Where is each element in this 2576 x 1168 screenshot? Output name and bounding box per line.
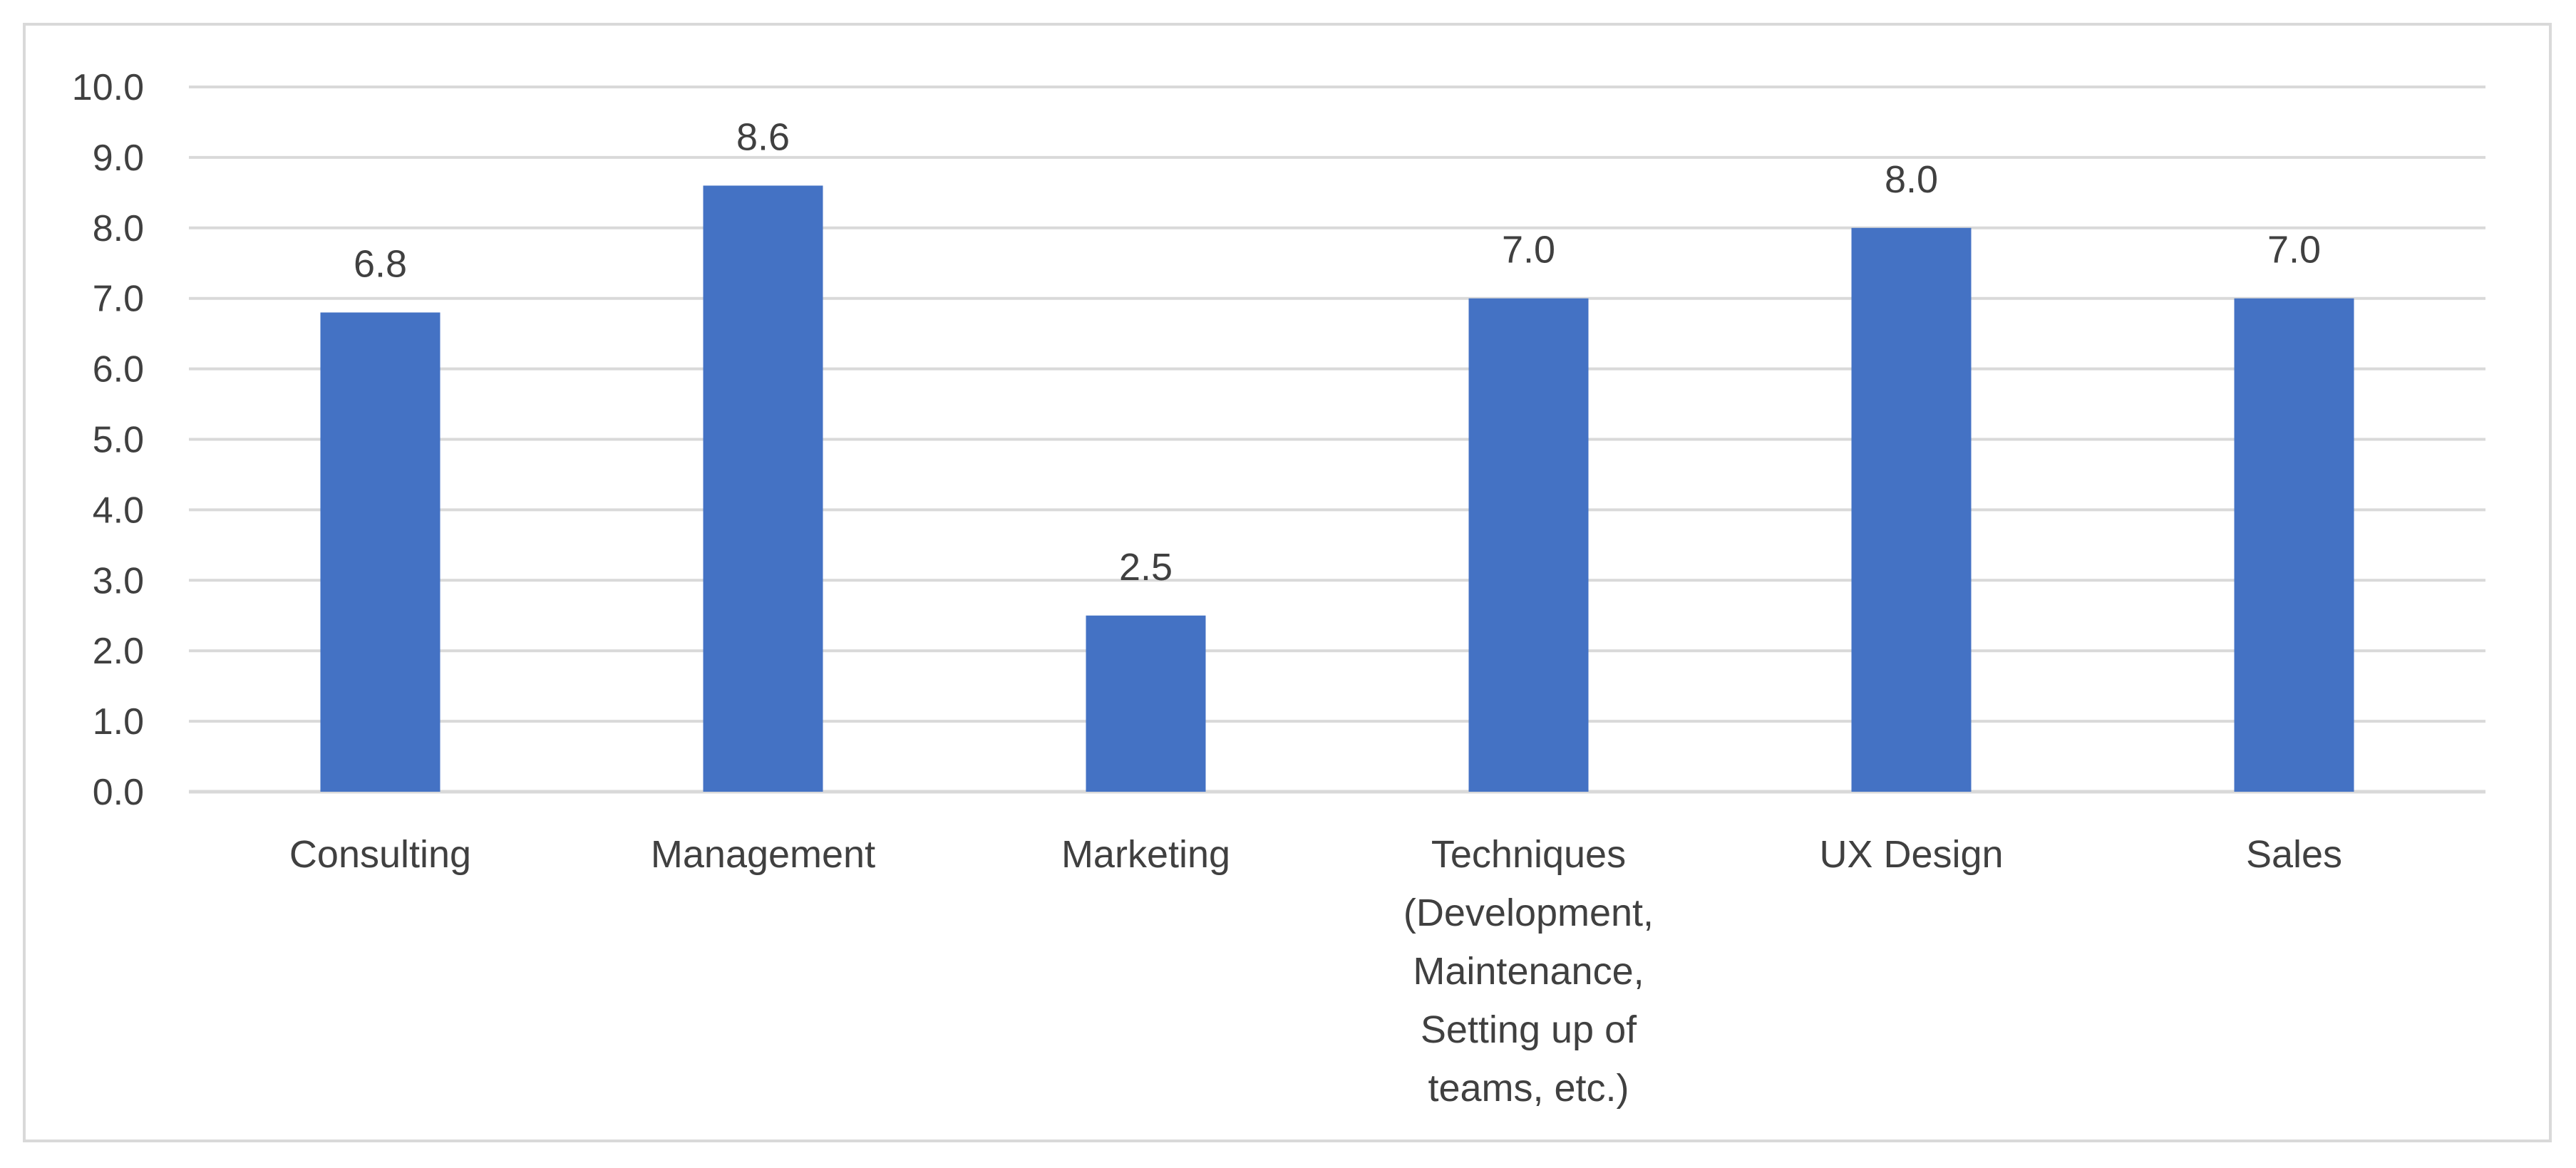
category-label: UX Design <box>1819 833 2003 876</box>
y-tick-label: 5.0 <box>93 420 144 461</box>
category-label-line: teams, etc.) <box>1428 1067 1629 1110</box>
category-label-line: UX Design <box>1819 833 2003 876</box>
data-label: 7.0 <box>2267 229 2321 272</box>
category-label: Techniques (Development, Maintenance, Setti… <box>1403 833 1654 1110</box>
y-axis-ticks: 0.0 1.0 2.0 3.0 4.0 5.0 6.0 7.0 8.0 9.0 10.0 <box>72 67 144 813</box>
category-label-line: Techniques <box>1431 833 1626 876</box>
category-label-line: Marketing <box>1061 833 1230 876</box>
y-tick-label: 7.0 <box>93 279 144 320</box>
data-labels: 6.8 8.6 2.5 7.0 8.0 7.0 <box>354 115 2321 588</box>
y-tick-label: 2.0 <box>93 631 144 672</box>
chart-frame <box>23 23 2552 1142</box>
gridlines <box>189 86 2485 794</box>
x-axis-categories: Consulting Management Marketing Techniques (… <box>289 833 2342 1110</box>
category-label: Management <box>651 833 875 876</box>
category-label: Sales <box>2246 833 2342 876</box>
bars <box>320 185 2354 792</box>
y-tick-label: 9.0 <box>93 138 144 179</box>
data-label: 6.8 <box>354 242 407 285</box>
bar <box>703 185 823 792</box>
category-label: Marketing <box>1061 833 1230 876</box>
data-label: 2.5 <box>1119 546 1173 589</box>
category-label-line: Setting up of <box>1421 1008 1637 1051</box>
category-label-line: (Development, <box>1403 891 1654 934</box>
bar <box>2234 298 2354 792</box>
bar <box>320 312 441 792</box>
data-label: 8.6 <box>736 115 790 158</box>
y-tick-label: 8.0 <box>93 208 144 249</box>
bar <box>1468 298 1589 792</box>
data-label: 7.0 <box>1502 229 1555 272</box>
y-tick-label: 3.0 <box>93 560 144 601</box>
y-tick-label: 10.0 <box>72 67 144 108</box>
category-label-line: Maintenance, <box>1413 950 1644 993</box>
y-tick-label: 1.0 <box>93 701 144 743</box>
data-label: 8.0 <box>1885 158 1938 201</box>
bar <box>1851 227 1972 792</box>
y-tick-label: 6.0 <box>93 349 144 391</box>
bar <box>1086 615 1206 792</box>
category-label-line: Consulting <box>289 833 471 876</box>
category-label: Consulting <box>289 833 471 876</box>
y-tick-label: 0.0 <box>93 772 144 813</box>
category-label-line: Sales <box>2246 833 2342 876</box>
y-tick-label: 4.0 <box>93 490 144 531</box>
category-label-line: Management <box>651 833 875 876</box>
